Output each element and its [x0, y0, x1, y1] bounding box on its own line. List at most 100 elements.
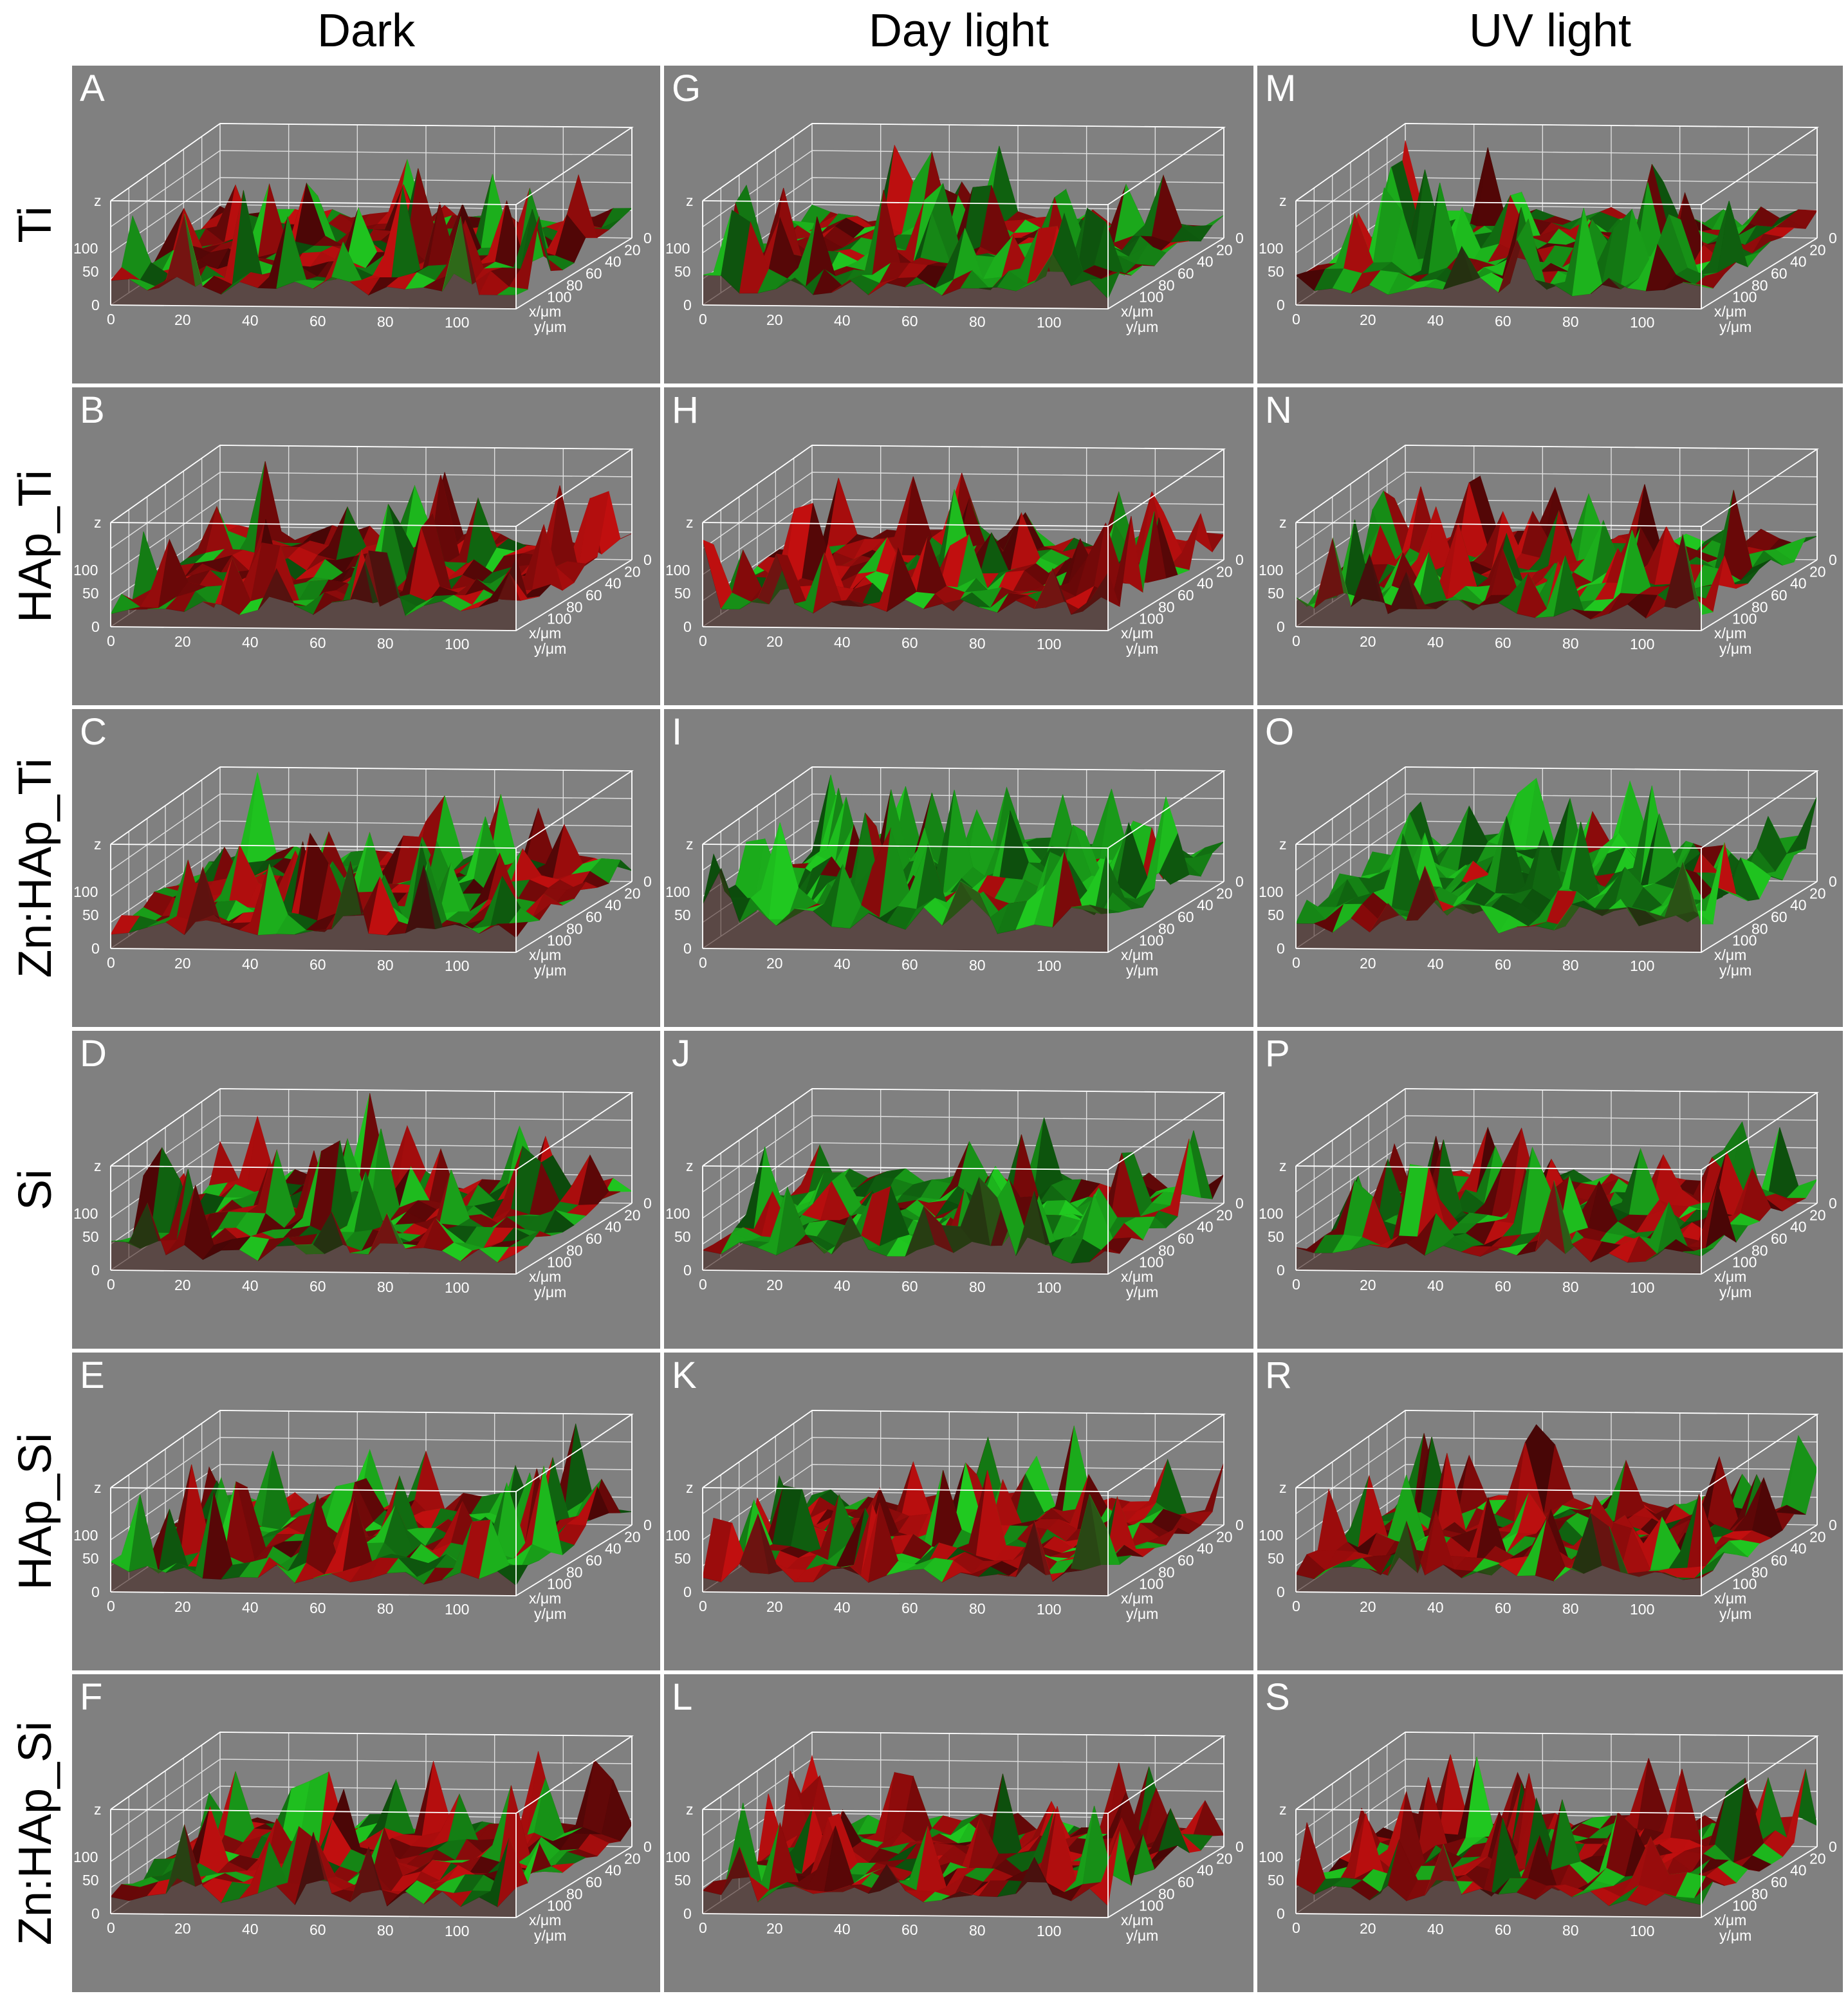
y-axis-label: y/μm: [1719, 1605, 1751, 1622]
x-axis-label: x/μm: [1714, 303, 1746, 320]
z-tick-label: 50: [82, 263, 99, 280]
x-tick-label: 20: [174, 633, 191, 650]
y-tick-label: 80: [566, 1885, 583, 1902]
row-header-3: Si: [0, 1031, 71, 1349]
axis-box-front: [1295, 1410, 1819, 1596]
panel-letter: J: [672, 1033, 690, 1075]
surface-mesh: [702, 144, 1224, 309]
y-tick-label: 60: [1771, 1230, 1788, 1247]
x-tick-label: 0: [699, 1919, 707, 1936]
y-axis-label: y/μm: [1126, 640, 1158, 657]
x-tick-label: 20: [1360, 633, 1376, 650]
x-tick-label: 100: [445, 1601, 469, 1618]
y-tick-label: 80: [1158, 277, 1175, 293]
surface-mesh: [110, 1093, 633, 1274]
axis-box-front: [1295, 1088, 1819, 1275]
x-tick-label: 100: [445, 636, 469, 652]
z-tick-label: 100: [1259, 1527, 1283, 1544]
x-axis-label: x/μm: [529, 1268, 561, 1285]
panel-letter: P: [1265, 1033, 1290, 1075]
x-tick-label: 40: [242, 1599, 259, 1616]
y-tick-label: 20: [1809, 241, 1826, 258]
x-axis-label: x/μm: [1714, 1268, 1746, 1285]
x-tick-label: 80: [377, 635, 394, 652]
y-tick-label: 100: [1732, 932, 1757, 949]
surface-mesh: [110, 461, 633, 631]
x-tick-label: 40: [834, 1921, 851, 1937]
panel-n: N 0 20 40 60 80 100 x/μm 0 20 40 60 80 100 y/μm 50 100 z 0: [1257, 387, 1843, 705]
x-tick-label: 0: [1292, 311, 1300, 328]
axis-box-front: [1295, 1732, 1819, 1918]
x-axis-label: x/μm: [1714, 625, 1746, 642]
y-tick-label: 20: [624, 1528, 641, 1545]
x-tick-label: 100: [445, 1279, 469, 1296]
y-tick-label: 60: [1178, 1552, 1194, 1569]
origin-tick-label: 0: [91, 1584, 100, 1600]
z-axis-label: z: [1279, 836, 1287, 853]
z-tick-label: 50: [674, 1228, 691, 1245]
x-axis-label: x/μm: [529, 1912, 561, 1928]
x-tick-label: 40: [242, 312, 259, 329]
z-tick-label: 100: [665, 1205, 690, 1222]
z-axis-label: z: [94, 1801, 102, 1818]
x-tick-label: 40: [1427, 1599, 1444, 1616]
y-tick-label: 40: [1790, 254, 1807, 270]
z-axis-label: z: [686, 192, 694, 209]
y-tick-label: 60: [1178, 587, 1194, 604]
z-tick-label: 100: [73, 562, 98, 578]
x-tick-label: 20: [174, 1920, 191, 1937]
y-tick-label: 0: [1235, 230, 1244, 246]
axis-box-front: [702, 1410, 1226, 1596]
z-tick-label: 100: [73, 1527, 98, 1544]
panel-k: K 0 20 40 60 80 100 x/μm 0 20 40 60 80 100 y/μm 50 100 z 0: [664, 1353, 1253, 1670]
y-tick-label: 100: [1732, 1254, 1757, 1271]
origin-tick-label: 0: [91, 1262, 100, 1279]
y-tick-label: 80: [1158, 920, 1175, 937]
x-tick-label: 60: [310, 313, 326, 329]
z-axis-label: z: [1279, 192, 1287, 209]
x-axis-label: x/μm: [1121, 303, 1153, 320]
y-tick-label: 20: [1216, 885, 1233, 901]
origin-tick-label: 0: [1277, 1905, 1285, 1922]
x-tick-label: 100: [1630, 314, 1654, 331]
x-tick-label: 20: [1360, 311, 1376, 328]
x-tick-label: 40: [1427, 634, 1444, 651]
x-tick-label: 60: [1495, 1600, 1511, 1616]
x-axis-label: x/μm: [1121, 1912, 1153, 1928]
z-tick-label: 100: [73, 240, 98, 257]
y-tick-label: 60: [586, 265, 602, 282]
x-tick-label: 100: [445, 957, 469, 974]
x-tick-label: 80: [1562, 957, 1579, 974]
panel-letter: G: [672, 68, 701, 109]
x-tick-label: 100: [1630, 1279, 1654, 1296]
panel-letter: A: [80, 68, 105, 109]
y-tick-label: 100: [1732, 1898, 1757, 1914]
surface-mesh: [1295, 1424, 1818, 1596]
panel-b: B 0 20 40 60 80 100 x/μm 0 20 40 60 80 100 y/μm 50 100 z 0: [72, 387, 660, 705]
panel-letter: H: [672, 389, 699, 431]
y-tick-label: 20: [624, 1850, 641, 1867]
x-tick-label: 80: [377, 313, 394, 330]
y-tick-label: 40: [1197, 575, 1214, 592]
y-tick-label: 0: [1235, 1838, 1244, 1855]
x-tick-label: 0: [107, 1919, 115, 1936]
y-tick-label: 40: [1790, 575, 1807, 592]
y-tick-label: 40: [1197, 897, 1214, 914]
x-tick-label: 20: [766, 1920, 783, 1937]
z-axis-label: z: [686, 1479, 694, 1496]
y-axis-label: y/μm: [534, 640, 566, 657]
y-tick-label: 40: [605, 1862, 622, 1879]
x-tick-label: 40: [1427, 312, 1444, 329]
y-tick-label: 0: [643, 1195, 652, 1212]
y-tick-label: 60: [1178, 1874, 1194, 1890]
x-tick-label: 40: [242, 1921, 259, 1937]
panel-letter: R: [1265, 1354, 1292, 1396]
y-tick-label: 60: [1178, 909, 1194, 925]
x-tick-label: 80: [969, 1279, 986, 1295]
row-header-label: HAp_Ti: [10, 470, 61, 623]
